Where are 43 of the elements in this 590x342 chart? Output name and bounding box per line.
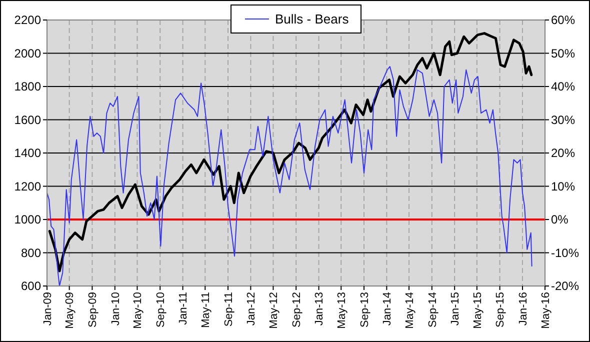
y-tick-label: 600: [20, 279, 42, 294]
x-tick-label: Jan-16: [517, 292, 530, 326]
x-tick-label: Jan-14: [382, 292, 394, 326]
y2-tick-label: 30%: [551, 112, 576, 127]
y2-tick-label: 10%: [551, 179, 576, 194]
y2-tick-label: 0%: [551, 212, 569, 227]
x-tick-label: Jan-12: [246, 292, 258, 326]
y2-tick-label: 60%: [551, 13, 576, 28]
y2-tick-label: 40%: [551, 80, 576, 94]
x-tick-label: Sep-10: [154, 292, 167, 328]
y-tick-label: 1200: [14, 179, 42, 194]
x-tick-label: Sep-15: [494, 292, 507, 328]
x-tick-label: Sep-13: [358, 292, 371, 328]
y2-tick-label: 50%: [551, 46, 576, 60]
y-tick-label: 1400: [14, 146, 42, 160]
x-tick-label: Jan-11: [178, 292, 190, 325]
x-tick-label: Sep-11: [222, 292, 235, 327]
x-tick-label: Jan-13: [314, 292, 326, 326]
x-tick-label: Sep-09: [87, 292, 100, 328]
x-tick-label: Sep-12: [290, 292, 303, 328]
x-tick-label: Jan-09: [42, 292, 54, 326]
legend-label: Bulls - Bears: [275, 12, 350, 27]
y-tick-label: 1000: [14, 212, 42, 227]
y2-tick-label: -20%: [551, 279, 580, 294]
x-tick-label: Sep-14: [426, 292, 439, 328]
y-tick-label: 2200: [14, 13, 42, 28]
line-series: [46, 66, 532, 286]
x-tick-label: May-16: [540, 292, 552, 329]
x-tick-label: May-15: [472, 292, 484, 329]
x-tick-label: May-14: [404, 292, 416, 329]
y-tick-label: 800: [20, 246, 42, 260]
x-tick-label: Jan-10: [110, 292, 122, 326]
y2-tick-label: 20%: [551, 146, 576, 160]
x-tick-label: May-09: [64, 292, 76, 329]
y-tick-label: 1800: [14, 80, 42, 94]
x-tick-label: Jan-15: [449, 292, 462, 326]
y2-tick-label: -10%: [551, 246, 580, 260]
x-tick-label: May-10: [132, 292, 144, 329]
x-tick-label: May-13: [336, 292, 348, 329]
x-tick-label: May-12: [268, 292, 280, 329]
x-tick-label: May-11: [200, 292, 212, 328]
y-tick-label: 2000: [14, 46, 42, 60]
y-tick-label: 1600: [14, 112, 42, 127]
